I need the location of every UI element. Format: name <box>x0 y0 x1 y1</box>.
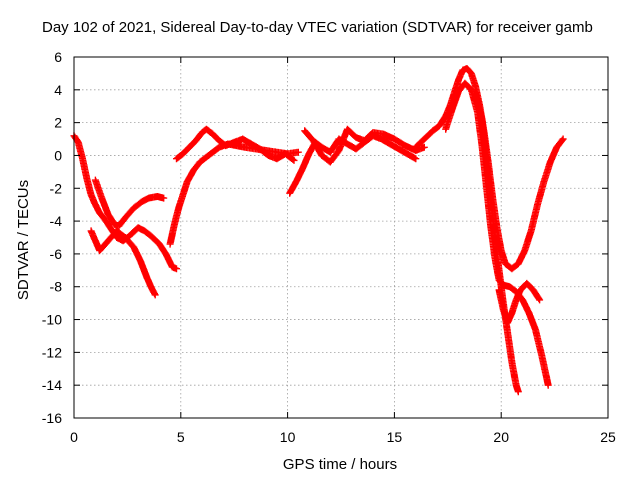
series-branch-k <box>495 279 544 327</box>
y-tick-label: -2 <box>50 180 63 196</box>
y-axis-label: SDTVAR / TECUs <box>15 179 32 301</box>
x-tick-label: 15 <box>387 429 403 445</box>
data-point-markers <box>91 176 168 230</box>
data-point-markers <box>301 125 428 166</box>
y-tick-label: 4 <box>54 82 62 98</box>
chart-title: Day 102 of 2021, Sidereal Day-to-day VTE… <box>42 19 593 36</box>
x-tick-label: 5 <box>177 429 185 445</box>
x-axis-label: GPS time / hours <box>282 456 398 473</box>
data-point-markers <box>495 279 544 327</box>
y-tick-label: -16 <box>42 410 62 426</box>
data-point-markers <box>70 132 180 273</box>
data-point-markers <box>87 227 159 299</box>
axis-ticks: 0 5 10 15 20 25 -16 -14 -12 -10 -8 -6 -4 -2 0 2 4 6 <box>42 49 616 445</box>
x-tick-label: 25 <box>600 429 616 445</box>
y-tick-label: 6 <box>54 49 62 65</box>
y-tick-label: -6 <box>50 246 63 262</box>
series-branch-c <box>87 227 159 299</box>
y-tick-label: -12 <box>42 344 62 360</box>
data-point-markers <box>472 89 522 396</box>
series-branch-j <box>472 89 522 396</box>
y-tick-label: -8 <box>50 279 63 295</box>
series-branch-b <box>91 176 168 230</box>
data-points <box>70 65 567 396</box>
y-tick-label: 0 <box>54 147 62 163</box>
y-tick-label: 2 <box>54 115 62 131</box>
series-branch-g <box>301 125 428 166</box>
x-tick-label: 0 <box>70 429 78 445</box>
plot-frame <box>73 56 609 419</box>
y-tick-label: -4 <box>50 213 63 229</box>
y-tick-label: -14 <box>42 377 62 393</box>
series-branch-a <box>70 132 180 273</box>
x-tick-label: 10 <box>280 429 296 445</box>
series-branch-e <box>173 125 298 164</box>
data-point-markers <box>173 125 298 164</box>
y-tick-label: -10 <box>42 312 62 328</box>
x-tick-label: 20 <box>493 429 509 445</box>
